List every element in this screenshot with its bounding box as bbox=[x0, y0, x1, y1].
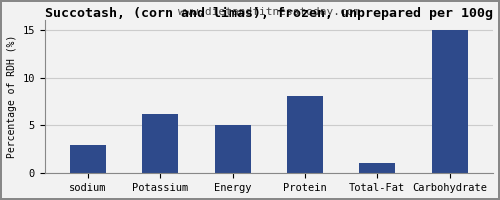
Bar bbox=[432, 30, 468, 173]
Bar bbox=[70, 145, 106, 173]
Bar bbox=[360, 163, 396, 173]
Bar bbox=[287, 96, 323, 173]
Title: Succotash, (corn and limas), frozen, unprepared per 100g: Succotash, (corn and limas), frozen, unp… bbox=[45, 7, 493, 20]
Bar bbox=[214, 125, 251, 173]
Text: www.dietandfitnesstoday.com: www.dietandfitnesstoday.com bbox=[178, 7, 360, 17]
Y-axis label: Percentage of RDH (%): Percentage of RDH (%) bbox=[7, 35, 17, 158]
Bar bbox=[142, 114, 178, 173]
